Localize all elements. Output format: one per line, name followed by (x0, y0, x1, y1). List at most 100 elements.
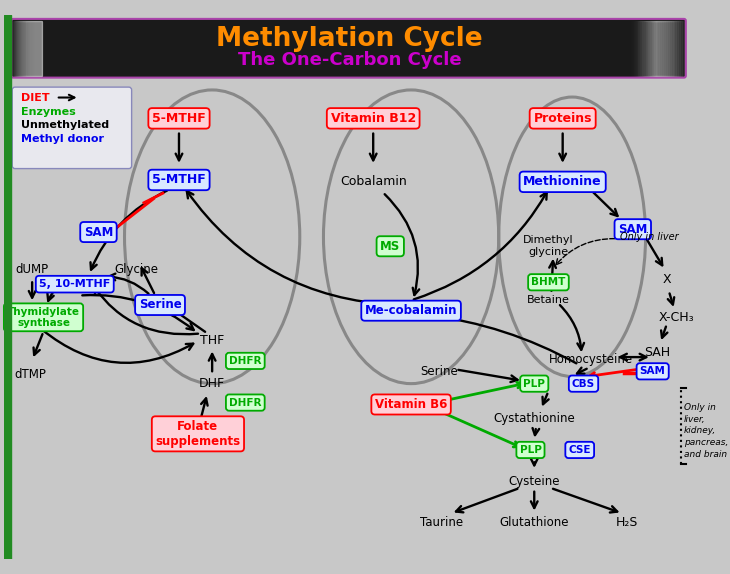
Bar (642, 21, 658, 76)
Bar (19, 21, 42, 76)
Text: H₂S: H₂S (616, 517, 638, 529)
Text: Vitamin B12: Vitamin B12 (331, 112, 416, 125)
Bar (640, 21, 653, 76)
Bar (22, 21, 42, 76)
Bar (634, 21, 640, 76)
Text: Thymidylate
synthase: Thymidylate synthase (7, 307, 80, 328)
Bar (23, 21, 42, 76)
Text: 5, 10-MTHF: 5, 10-MTHF (39, 279, 110, 289)
Text: Taurine: Taurine (420, 517, 463, 529)
Bar (23, 21, 42, 76)
Bar (644, 21, 661, 76)
Text: 5-MTHF: 5-MTHF (152, 173, 206, 187)
Text: Glycine: Glycine (115, 263, 158, 277)
Bar (16, 21, 42, 76)
FancyBboxPatch shape (12, 87, 131, 169)
Bar (652, 21, 677, 76)
Bar (39, 21, 42, 76)
Bar (28, 21, 42, 76)
Text: Glutathione: Glutathione (499, 517, 569, 529)
Bar (34, 21, 42, 76)
Bar (31, 21, 42, 76)
Text: Only in liver: Only in liver (620, 232, 678, 242)
Bar (639, 21, 650, 76)
Bar (29, 21, 42, 76)
Bar (632, 21, 637, 76)
Bar (634, 21, 642, 76)
Text: DHFR: DHFR (229, 398, 261, 408)
Bar (639, 21, 652, 76)
Bar (636, 21, 644, 76)
Text: BHMT: BHMT (531, 277, 566, 287)
Bar (637, 21, 646, 76)
Text: CSE: CSE (569, 445, 591, 455)
Bar (650, 21, 675, 76)
Text: DIET: DIET (20, 92, 50, 103)
Bar (647, 21, 667, 76)
Text: Dimethyl
glycine: Dimethyl glycine (523, 235, 574, 257)
Bar (15, 21, 42, 76)
Bar (33, 21, 42, 76)
Bar (25, 21, 42, 76)
Bar (649, 21, 671, 76)
Text: Betaine: Betaine (527, 295, 570, 305)
Bar (653, 21, 678, 76)
Bar (653, 21, 680, 76)
Bar (641, 21, 656, 76)
Bar (643, 21, 659, 76)
Bar (14, 21, 42, 76)
Bar (633, 21, 639, 76)
Text: 5-MTHF: 5-MTHF (152, 112, 206, 125)
Bar (17, 21, 42, 76)
Bar (41, 21, 42, 76)
Text: SAM: SAM (618, 223, 648, 236)
Bar (38, 21, 42, 76)
Bar (32, 21, 42, 76)
Bar (37, 21, 42, 76)
Text: SAH: SAH (645, 346, 670, 359)
Bar (36, 21, 42, 76)
FancyBboxPatch shape (11, 19, 685, 77)
Text: Methyl donor: Methyl donor (20, 134, 104, 144)
Text: PLP: PLP (523, 379, 545, 389)
Bar (637, 21, 648, 76)
Text: Only in
liver,
kidney,
pancreas,
and brain: Only in liver, kidney, pancreas, and bra… (684, 403, 729, 459)
Bar (646, 21, 665, 76)
Bar (39, 21, 42, 76)
Bar (28, 21, 42, 76)
Bar (20, 21, 42, 76)
Text: dUMP: dUMP (15, 263, 49, 277)
Bar (20, 21, 42, 76)
Bar (645, 21, 663, 76)
Text: CBS: CBS (572, 379, 595, 389)
Text: Cystathionine: Cystathionine (493, 412, 575, 425)
Bar (30, 21, 42, 76)
Text: DHF: DHF (199, 377, 226, 390)
Text: THF: THF (200, 335, 224, 347)
Bar (26, 21, 42, 76)
Text: Me-cobalamin: Me-cobalamin (365, 304, 457, 317)
Text: Proteins: Proteins (534, 112, 592, 125)
Text: DHFR: DHFR (229, 356, 261, 366)
Bar (4, 15, 11, 559)
Bar (35, 21, 42, 76)
Text: MS: MS (380, 240, 400, 253)
Text: Cysteine: Cysteine (509, 475, 560, 488)
Text: The One-Carbon Cycle: The One-Carbon Cycle (238, 51, 461, 69)
Bar (656, 21, 684, 76)
Bar (13, 21, 42, 76)
Bar (628, 21, 629, 76)
Bar (630, 21, 633, 76)
Bar (18, 21, 42, 76)
Text: Methylation Cycle: Methylation Cycle (216, 26, 483, 52)
Text: SAM: SAM (639, 366, 666, 377)
Bar (648, 21, 669, 76)
Bar (650, 21, 672, 76)
Bar (655, 21, 682, 76)
Text: SAM: SAM (84, 226, 113, 239)
Text: Cobalamin: Cobalamin (340, 175, 407, 188)
Text: Vitamin B6: Vitamin B6 (375, 398, 447, 411)
Text: Folate
supplements: Folate supplements (155, 420, 240, 448)
Bar (26, 21, 42, 76)
Text: Unmethylated: Unmethylated (20, 120, 109, 130)
